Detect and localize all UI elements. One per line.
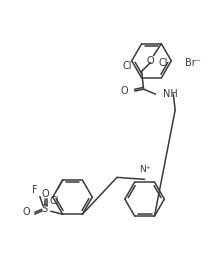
Text: Cl: Cl bbox=[50, 196, 59, 206]
Text: F: F bbox=[32, 185, 38, 195]
Text: O: O bbox=[41, 189, 49, 199]
Text: Br⁻: Br⁻ bbox=[185, 58, 201, 68]
Text: N⁺: N⁺ bbox=[139, 165, 150, 174]
Text: NH: NH bbox=[163, 89, 178, 99]
Text: Cl: Cl bbox=[159, 58, 168, 68]
Text: O: O bbox=[22, 207, 30, 217]
Text: S: S bbox=[42, 204, 48, 214]
Text: Cl: Cl bbox=[122, 61, 132, 71]
Text: O: O bbox=[120, 86, 128, 96]
Text: O: O bbox=[147, 56, 154, 66]
